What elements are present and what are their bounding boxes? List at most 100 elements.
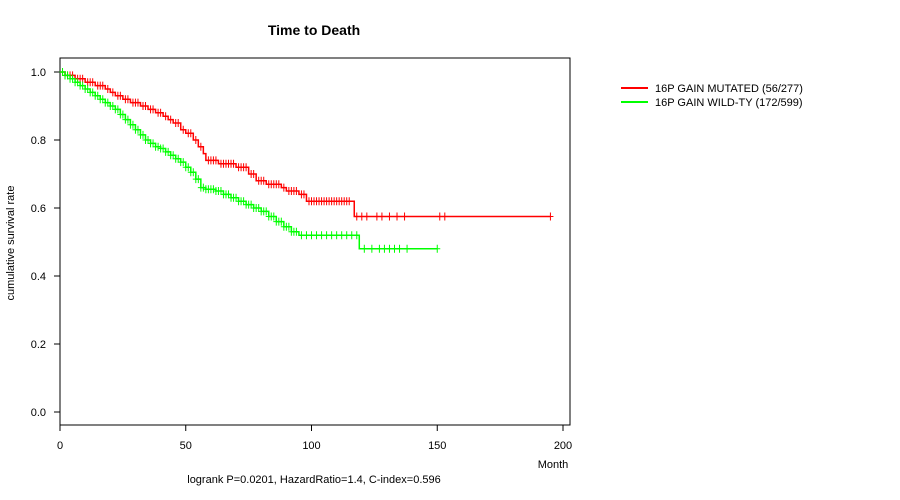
- y-tick-label: 0.2: [31, 339, 46, 351]
- censor-mark: [217, 187, 224, 195]
- censor-mark: [185, 163, 192, 172]
- censor-mark: [346, 197, 353, 206]
- censor-mark: [89, 78, 96, 87]
- censor-mark: [394, 212, 401, 221]
- censor-mark: [363, 212, 370, 221]
- survival-curve: [60, 71, 438, 250]
- censor-mark: [212, 156, 219, 165]
- censor-mark: [124, 115, 131, 124]
- censor-mark: [230, 159, 237, 168]
- censor-mark: [373, 212, 380, 221]
- censor-mark: [79, 81, 86, 90]
- censor-mark: [165, 147, 172, 156]
- series-2: [59, 68, 441, 253]
- censor-mark: [353, 212, 360, 221]
- y-tick-label: 0.6: [31, 203, 46, 215]
- censor-mark: [358, 212, 365, 221]
- censor-mark: [192, 136, 199, 144]
- x-tick-label: 50: [180, 440, 192, 452]
- censor-mark: [318, 231, 325, 240]
- censor-mark: [308, 231, 315, 240]
- censor-mark: [99, 81, 106, 90]
- censor-mark: [255, 204, 262, 212]
- legend: 16P GAIN MUTATED (56/277) 16P GAIN WILD-T…: [621, 83, 803, 109]
- censor-mark: [109, 88, 116, 97]
- censor-mark: [155, 142, 162, 151]
- censor-mark: [157, 108, 164, 117]
- censor-mark: [386, 244, 393, 253]
- censor-mark: [180, 158, 187, 167]
- censor-mark: [74, 78, 81, 87]
- censor-mark: [200, 183, 207, 192]
- censor-mark: [69, 74, 76, 83]
- y-tick-label: 0.4: [31, 271, 46, 283]
- censor-mark: [180, 125, 187, 134]
- censor-mark: [84, 85, 91, 93]
- censor-mark: [381, 244, 388, 253]
- censor-mark: [134, 125, 141, 134]
- censor-mark: [160, 144, 167, 153]
- censor-mark: [134, 98, 141, 107]
- y-axis-label: cumulative survival rate: [5, 186, 17, 301]
- censor-mark: [378, 212, 385, 221]
- censor-mark: [547, 212, 554, 221]
- censor-mark: [338, 231, 345, 240]
- censor-mark: [94, 91, 101, 100]
- censor-mark: [434, 244, 441, 253]
- censor-mark: [114, 105, 121, 114]
- censor-mark: [348, 231, 355, 240]
- censor-mark: [243, 163, 250, 172]
- censor-mark: [162, 112, 169, 121]
- censor-mark: [109, 102, 116, 110]
- x-tick-label: 100: [302, 440, 320, 452]
- censor-mark: [79, 74, 86, 83]
- censor-mark: [142, 102, 149, 110]
- censor-mark: [89, 88, 96, 97]
- censor-mark: [404, 244, 411, 253]
- legend-label: 16P GAIN MUTATED (56/277): [655, 83, 803, 95]
- censor-mark: [129, 120, 136, 129]
- censor-mark: [275, 180, 282, 189]
- censor-mark: [436, 212, 443, 221]
- censor-mark: [187, 129, 194, 138]
- censor-mark: [293, 187, 300, 195]
- censor-mark: [278, 217, 285, 226]
- chart-footer-stats: logrank P=0.0201, HazardRatio=1.4, C-ind…: [187, 474, 440, 486]
- y-tick-label: 1.0: [31, 67, 46, 79]
- censor-mark: [104, 98, 111, 107]
- censor-mark: [195, 175, 202, 184]
- censor-mark: [124, 95, 131, 104]
- censor-mark: [175, 154, 182, 163]
- censor-mark: [119, 110, 126, 119]
- x-tick-label: 0: [57, 440, 63, 452]
- censor-mark: [298, 231, 305, 240]
- chart-title: Time to Death: [268, 22, 360, 38]
- x-axis-label: Month: [538, 459, 569, 471]
- censor-mark: [240, 197, 247, 206]
- censor-mark: [303, 231, 310, 240]
- censor-mark: [260, 176, 267, 185]
- censor-mark: [175, 119, 182, 127]
- y-tick-label: 0.8: [31, 135, 46, 147]
- censor-mark: [361, 244, 368, 253]
- censor-mark: [441, 212, 448, 221]
- censor-mark: [353, 231, 360, 240]
- censor-mark: [300, 190, 307, 199]
- plot-frame: [59, 57, 571, 426]
- censor-mark: [333, 231, 340, 240]
- censor-mark: [170, 151, 177, 160]
- x-tick-label: 200: [554, 440, 572, 452]
- censor-mark: [64, 71, 71, 80]
- censor-mark: [376, 244, 383, 253]
- censor-mark: [250, 170, 257, 178]
- censor-mark: [99, 95, 106, 104]
- censor-mark: [293, 227, 300, 236]
- censor-mark: [270, 212, 277, 221]
- censor-mark: [248, 200, 255, 209]
- censor-mark: [117, 91, 124, 100]
- censor-mark: [368, 244, 375, 253]
- censor-mark: [328, 231, 335, 240]
- censor-mark: [150, 139, 157, 148]
- censor-mark: [167, 115, 174, 124]
